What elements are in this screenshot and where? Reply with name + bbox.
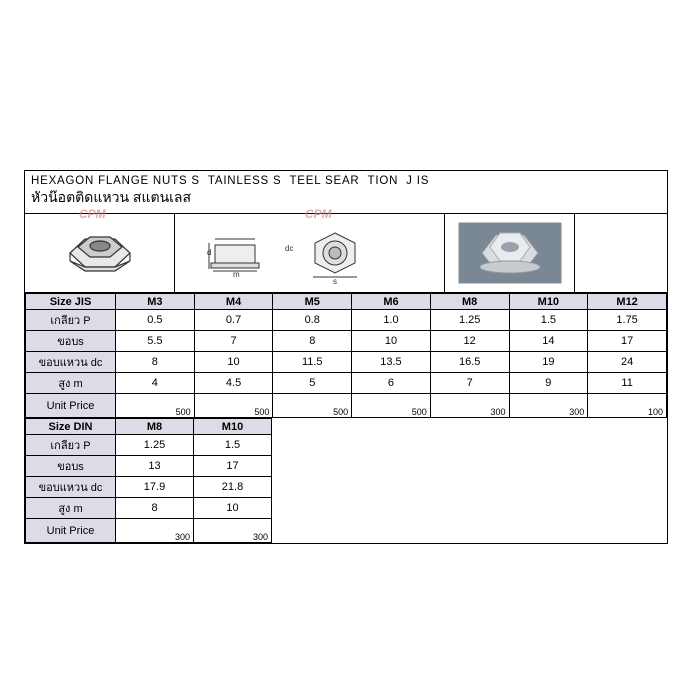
jis-size-col: M3 <box>116 294 195 310</box>
jis-size-col: M4 <box>194 294 273 310</box>
jis-cell: 9 <box>509 373 588 394</box>
din-cell: 13 <box>116 456 194 477</box>
photo-cell <box>445 214 575 292</box>
jis-table: Size JISM3M4M5M6M8M10M12 เกลียว P0.50.70… <box>25 293 667 418</box>
jis-price-cell: 500 <box>116 394 195 418</box>
jis-row-label: ขอบs <box>26 331 116 352</box>
svg-text:dc: dc <box>285 244 293 253</box>
din-price-label: Unit Price <box>26 519 116 543</box>
din-row-label: เกลียว P <box>26 435 116 456</box>
jis-cell: 16.5 <box>430 352 509 373</box>
jis-cell: 4.5 <box>194 373 273 394</box>
jis-size-col: M8 <box>430 294 509 310</box>
drawing-iso: CPM <box>25 214 175 292</box>
title-en: HEXAGON FLANGE NUTS S TAINLESS S TEEL SE… <box>25 171 667 187</box>
jis-row-label: เกลียว P <box>26 310 116 331</box>
din-size-col: M8 <box>116 419 194 435</box>
jis-cell: 7 <box>194 331 273 352</box>
din-cell: 1.5 <box>194 435 272 456</box>
din-cell: 17.9 <box>116 477 194 498</box>
watermark-text-2: CPM <box>305 207 332 221</box>
jis-cell: 1.0 <box>352 310 431 331</box>
watermark-text: CPM <box>79 207 106 221</box>
spec-sheet: HEXAGON FLANGE NUTS S TAINLESS S TEEL SE… <box>24 170 668 544</box>
jis-price-cell: 300 <box>430 394 509 418</box>
din-row-label: ขอบแหวน dc <box>26 477 116 498</box>
din-price-cell: 300 <box>194 519 272 543</box>
jis-cell: 11 <box>588 373 667 394</box>
jis-cell: 12 <box>430 331 509 352</box>
din-cell: 8 <box>116 498 194 519</box>
jis-cell: 8 <box>273 331 352 352</box>
jis-size-col: M5 <box>273 294 352 310</box>
jis-cell: 24 <box>588 352 667 373</box>
din-cell: 21.8 <box>194 477 272 498</box>
jis-cell: 6 <box>352 373 431 394</box>
din-price-cell: 300 <box>116 519 194 543</box>
svg-text:d: d <box>207 248 211 257</box>
jis-cell: 5 <box>273 373 352 394</box>
jis-size-col: M12 <box>588 294 667 310</box>
diagram-row: CPM d m s dc <box>25 213 667 293</box>
din-row-label: ขอบs <box>26 456 116 477</box>
jis-cell: 10 <box>194 352 273 373</box>
svg-text:s: s <box>333 277 337 285</box>
jis-header-label: Size JIS <box>26 294 116 310</box>
din-cell: 17 <box>194 456 272 477</box>
jis-cell: 17 <box>588 331 667 352</box>
jis-size-col: M10 <box>509 294 588 310</box>
jis-cell: 1.25 <box>430 310 509 331</box>
jis-cell: 0.5 <box>116 310 195 331</box>
din-cell: 10 <box>194 498 272 519</box>
jis-price-cell: 500 <box>352 394 431 418</box>
jis-price-cell: 500 <box>194 394 273 418</box>
din-row-label: สูง m <box>26 498 116 519</box>
jis-cell: 8 <box>116 352 195 373</box>
din-cell: 1.25 <box>116 435 194 456</box>
jis-size-col: M6 <box>352 294 431 310</box>
din-size-col: M10 <box>194 419 272 435</box>
jis-cell: 1.75 <box>588 310 667 331</box>
jis-cell: 0.7 <box>194 310 273 331</box>
jis-cell: 13.5 <box>352 352 431 373</box>
jis-cell: 10 <box>352 331 431 352</box>
jis-cell: 5.5 <box>116 331 195 352</box>
jis-price-label: Unit Price <box>26 394 116 418</box>
din-header-label: Size DIN <box>26 419 116 435</box>
jis-price-cell: 500 <box>273 394 352 418</box>
jis-cell: 19 <box>509 352 588 373</box>
jis-cell: 7 <box>430 373 509 394</box>
jis-cell: 11.5 <box>273 352 352 373</box>
blank-cell <box>575 214 667 292</box>
jis-cell: 14 <box>509 331 588 352</box>
din-table: Size DINM8M10 เกลียว P1.251.5 ขอบs1317 ขอบ… <box>25 418 272 543</box>
jis-cell: 4 <box>116 373 195 394</box>
title-th: หัวน๊อตติดแหวน สแตนเลส <box>25 187 667 213</box>
jis-cell: 0.8 <box>273 310 352 331</box>
drawing-dims: d m s dc CPM <box>175 214 445 292</box>
jis-row-label: สูง m <box>26 373 116 394</box>
jis-price-cell: 100 <box>588 394 667 418</box>
jis-cell: 1.5 <box>509 310 588 331</box>
jis-price-cell: 300 <box>509 394 588 418</box>
jis-row-label: ขอบแหวน dc <box>26 352 116 373</box>
